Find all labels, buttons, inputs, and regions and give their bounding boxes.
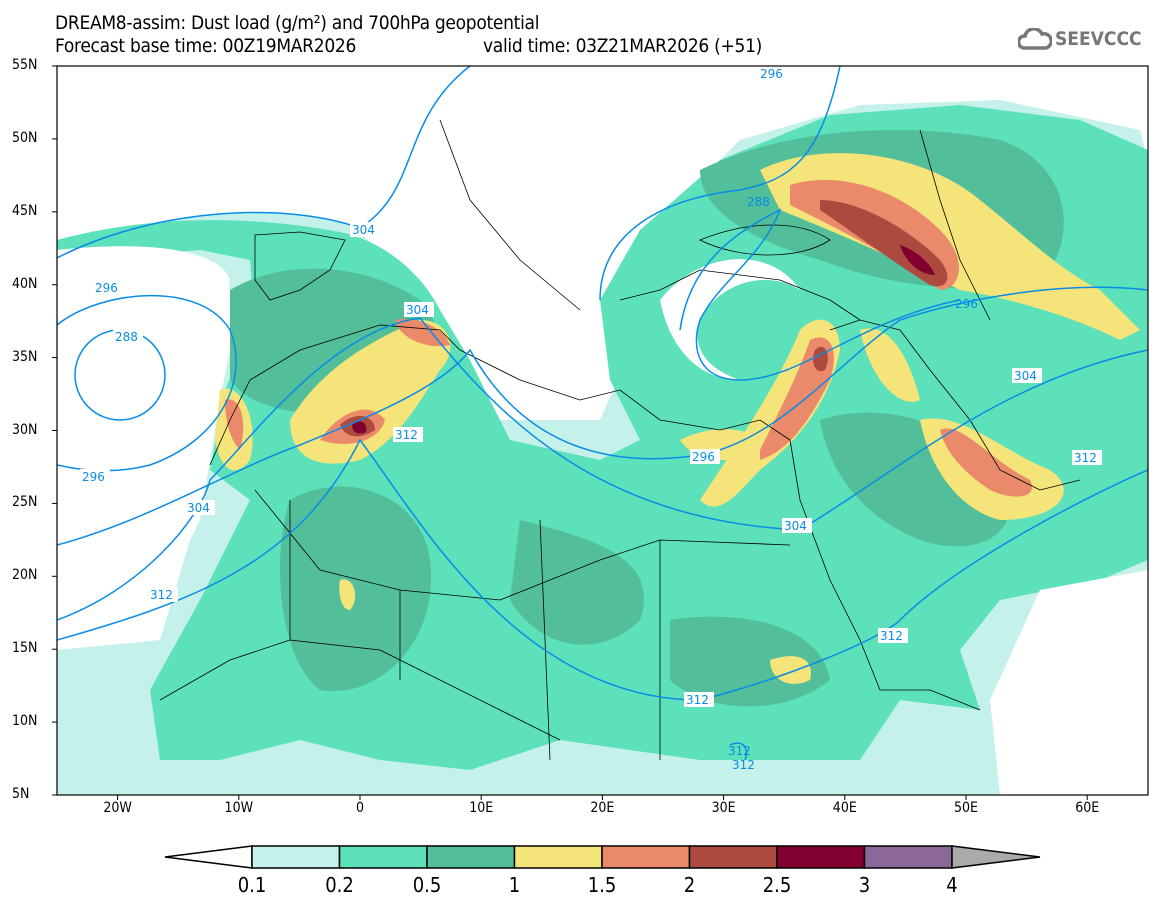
svg-text:304: 304	[1014, 369, 1037, 383]
contour-label: 312	[148, 587, 178, 602]
colorbar-tick-label: 0.5	[412, 873, 442, 897]
seevccc-logo: SEEVCCC	[1018, 28, 1142, 50]
geopotential-contours	[57, 66, 1148, 761]
colorbar-cell	[688, 845, 778, 869]
contour-label: 312	[393, 427, 423, 442]
contour-label-296-east: 296	[955, 297, 978, 311]
colorbar-cell	[426, 845, 516, 869]
lat-label: 10N	[12, 713, 38, 730]
svg-text:312: 312	[150, 588, 173, 602]
colorbar-cell	[513, 845, 603, 869]
colorbar-tick-label: 0.1	[237, 873, 267, 897]
base-time: Forecast base time: 00Z19MAR2026	[55, 35, 357, 57]
lon-label: 30E	[711, 800, 736, 816]
lat-label: 35N	[12, 348, 38, 365]
svg-text:304: 304	[187, 501, 210, 515]
svg-text:296: 296	[760, 67, 783, 81]
contour-label: 304	[350, 222, 380, 237]
svg-text:312: 312	[395, 428, 418, 442]
colorbar-under-arrow	[164, 845, 253, 869]
contour-label: 296	[93, 280, 123, 295]
contour-label: 312	[684, 692, 714, 707]
lat-label: 20N	[12, 567, 38, 584]
lon-label: 40E	[832, 800, 857, 816]
contour-label: 296	[758, 66, 788, 81]
colorbar-tick-label: 0.2	[325, 873, 354, 897]
lat-label: 5N	[12, 786, 30, 802]
lon-label: 20W	[103, 800, 132, 816]
lat-label: 45N	[12, 202, 38, 219]
lon-label: 0	[355, 800, 365, 816]
contour-label: 312	[732, 758, 755, 772]
contour-label: 312	[1072, 450, 1102, 465]
lat-label: 15N	[12, 640, 38, 657]
svg-text:296: 296	[82, 470, 105, 484]
colorbar-tick-label: 4	[946, 873, 958, 897]
svg-text:312: 312	[880, 629, 903, 643]
valid-time: valid time: 03Z21MAR2026 (+51)	[483, 35, 763, 57]
colorbar-cell	[251, 845, 341, 869]
cloud-icon	[1018, 28, 1052, 50]
lon-label: 50E	[954, 800, 978, 816]
colorbar-over-arrow	[951, 845, 1041, 869]
lat-label: 55N	[12, 57, 38, 73]
colorbar-cell	[863, 845, 953, 869]
map-title: DREAM8-assim: Dust load (g/m²) and 700hP…	[55, 12, 540, 34]
contour-label: 304	[404, 302, 434, 317]
svg-text:304: 304	[406, 303, 429, 317]
colorbar-tick-label: 1.5	[587, 873, 617, 897]
coastlines	[159, 119, 1081, 761]
lat-label: 50N	[12, 129, 38, 146]
svg-text:312: 312	[728, 744, 751, 758]
contour-label: 312	[728, 744, 751, 758]
contour-label: 304	[1012, 368, 1042, 383]
contour-label: 296	[690, 449, 720, 464]
colorbar-cell	[338, 845, 428, 869]
svg-text:304: 304	[784, 519, 807, 533]
svg-text:288: 288	[115, 330, 138, 344]
contour-label: 312	[878, 628, 908, 643]
lat-label: 25N	[12, 494, 38, 511]
contour-labels: 296 304 288 296 304 312 304 312 296 296 …	[80, 66, 1102, 772]
lat-label: 40N	[12, 275, 38, 292]
lon-label: 10E	[469, 800, 494, 816]
lon-label: 60E	[1075, 800, 1100, 816]
colorbar-cell	[776, 845, 866, 869]
colorbar	[164, 845, 1041, 869]
contour-label: 288	[113, 329, 143, 344]
lat-label: 30N	[12, 421, 38, 438]
svg-text:312: 312	[1074, 451, 1097, 465]
svg-text:296: 296	[692, 450, 715, 464]
contour-label: 304	[782, 518, 812, 533]
colorbar-tick-label: 2.5	[762, 873, 792, 897]
dust-field	[57, 100, 1148, 795]
colorbar-cell	[601, 845, 691, 869]
svg-text:296: 296	[95, 281, 118, 295]
contour-label: 304	[185, 500, 215, 515]
svg-text:312: 312	[686, 693, 709, 707]
colorbar-tick-label: 2	[683, 873, 696, 897]
colorbar-tick-label: 3	[858, 873, 871, 897]
logo-text: SEEVCCC	[1055, 28, 1142, 50]
contour-label: 296	[80, 469, 110, 484]
contour-label-288-east: 288	[747, 195, 770, 209]
lon-label: 10W	[224, 800, 254, 816]
colorbar-tick-label: 1	[508, 873, 521, 897]
svg-text:304: 304	[352, 223, 375, 237]
lon-label: 20E	[590, 800, 615, 816]
svg-text:312: 312	[732, 758, 755, 772]
